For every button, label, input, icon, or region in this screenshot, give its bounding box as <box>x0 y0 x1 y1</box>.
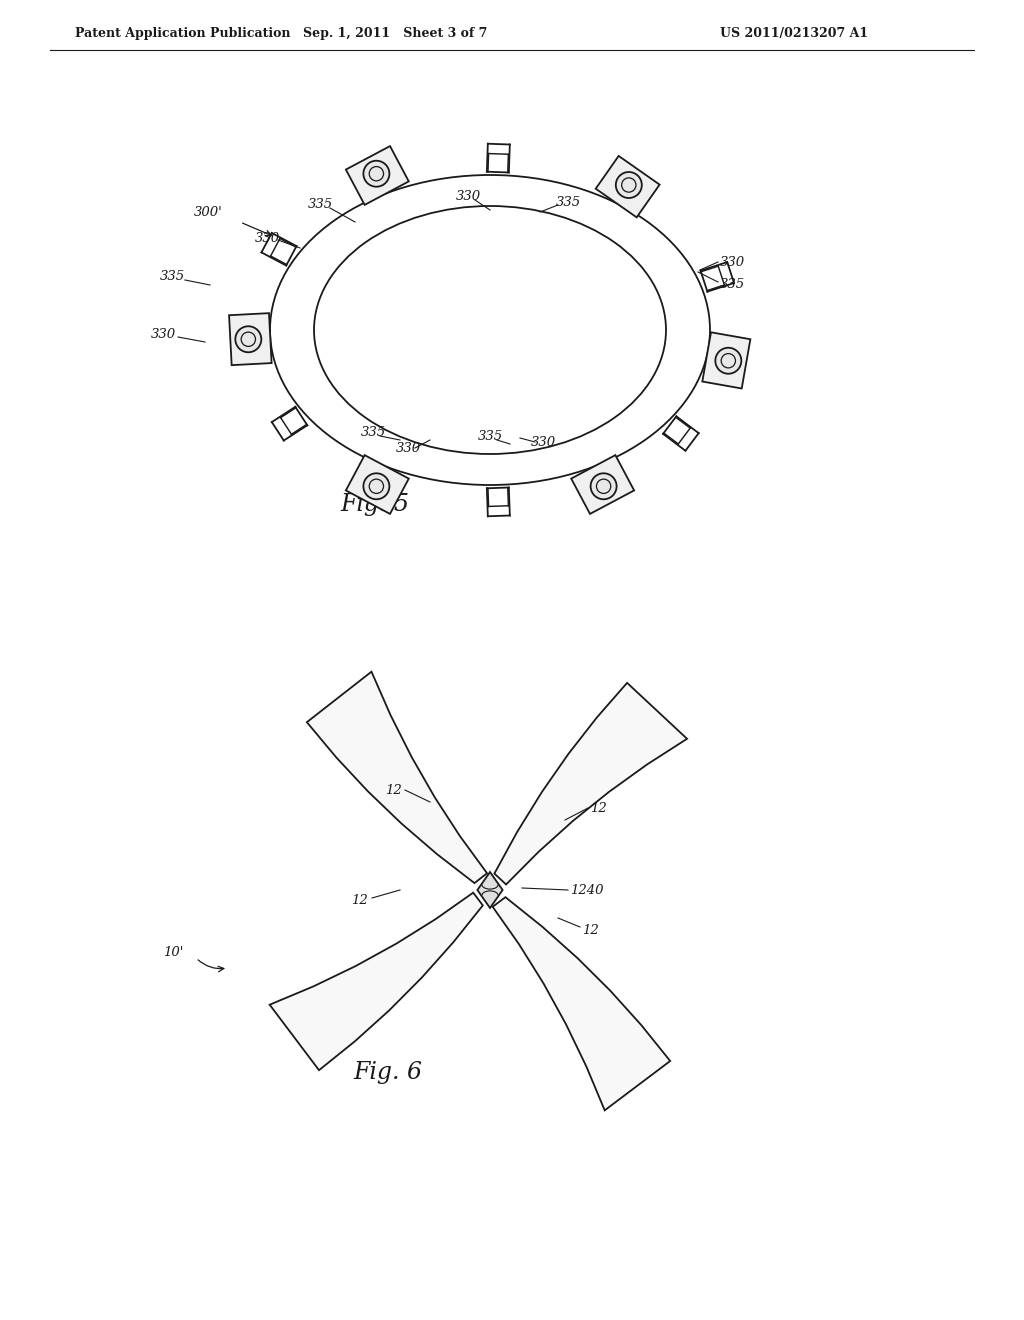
Text: 330: 330 <box>456 190 480 203</box>
Text: Patent Application Publication: Patent Application Publication <box>75 26 291 40</box>
Circle shape <box>615 172 642 198</box>
Text: 330: 330 <box>720 256 745 268</box>
Text: 335: 335 <box>555 195 581 209</box>
Text: Fig. 5: Fig. 5 <box>341 494 410 516</box>
Circle shape <box>364 161 389 186</box>
Text: Sep. 1, 2011   Sheet 3 of 7: Sep. 1, 2011 Sheet 3 of 7 <box>303 26 487 40</box>
Text: 335: 335 <box>307 198 333 211</box>
Polygon shape <box>571 455 634 513</box>
Polygon shape <box>477 873 503 908</box>
Text: 335: 335 <box>360 426 386 440</box>
Circle shape <box>716 347 741 374</box>
Text: 12: 12 <box>351 894 368 907</box>
Text: US 2011/0213207 A1: US 2011/0213207 A1 <box>720 26 868 40</box>
Polygon shape <box>307 672 487 883</box>
Polygon shape <box>269 892 483 1071</box>
Text: 300': 300' <box>195 206 223 219</box>
Text: 12: 12 <box>385 784 402 796</box>
Text: 330: 330 <box>530 436 556 449</box>
Text: 335: 335 <box>477 430 503 444</box>
Text: 1240: 1240 <box>570 883 603 896</box>
Text: 12: 12 <box>582 924 599 936</box>
Circle shape <box>236 326 261 352</box>
Text: 10': 10' <box>163 946 183 960</box>
Text: 12: 12 <box>590 801 607 814</box>
Polygon shape <box>229 313 271 366</box>
Text: 330: 330 <box>395 441 421 454</box>
Polygon shape <box>493 898 670 1110</box>
Circle shape <box>591 474 616 499</box>
Circle shape <box>364 474 389 499</box>
Polygon shape <box>495 682 687 884</box>
Text: 335: 335 <box>160 271 184 284</box>
Text: 335: 335 <box>720 279 745 292</box>
Polygon shape <box>346 455 409 513</box>
Text: Fig. 6: Fig. 6 <box>353 1060 423 1084</box>
Polygon shape <box>702 333 751 388</box>
Text: 330: 330 <box>254 231 280 244</box>
Text: 330: 330 <box>151 329 175 342</box>
Polygon shape <box>346 147 409 205</box>
Polygon shape <box>596 156 659 218</box>
